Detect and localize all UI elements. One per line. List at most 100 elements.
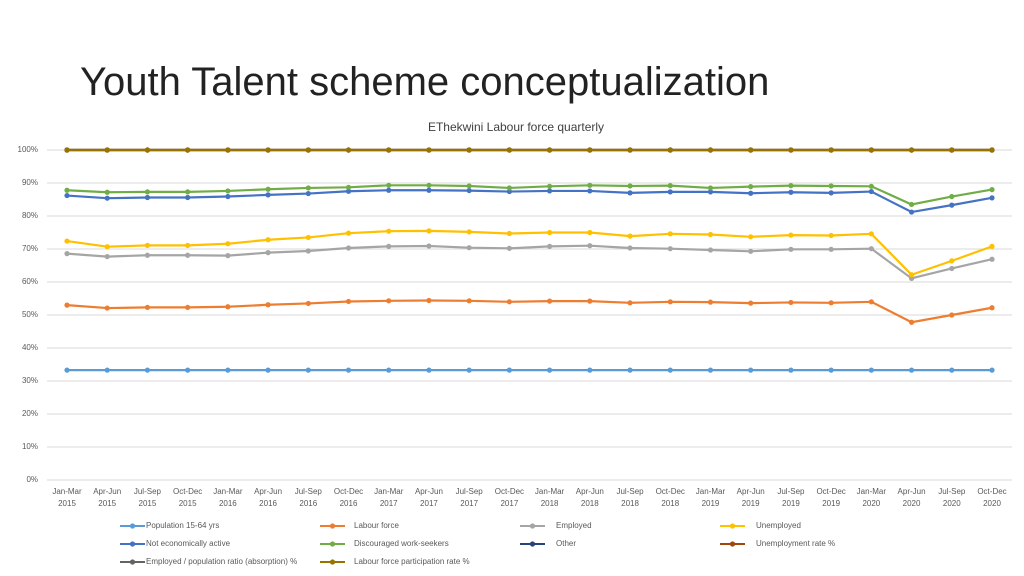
series-marker: [908, 275, 915, 281]
series-marker: [225, 241, 231, 247]
series-marker: [788, 232, 794, 238]
series-marker: [788, 246, 794, 252]
legend-label: Population 15-64 yrs: [146, 521, 219, 530]
series-marker: [265, 367, 271, 373]
series-marker: [185, 304, 191, 311]
x-tick-label: Oct-Dec 2019: [816, 487, 846, 508]
legend-marker: [129, 559, 136, 565]
series-marker: [949, 258, 955, 264]
x-tick-label: Apr-Jun 2020: [897, 487, 926, 508]
series-marker: [949, 193, 955, 200]
series-marker: [748, 300, 754, 306]
series-marker: [466, 183, 472, 189]
series-marker: [345, 188, 352, 194]
series-marker: [547, 147, 553, 153]
series-marker: [707, 189, 714, 195]
series-marker: [587, 188, 593, 194]
legend-label: Unemployed: [756, 521, 801, 530]
series-marker: [587, 229, 593, 236]
series-marker: [748, 367, 754, 373]
series-marker: [748, 190, 754, 196]
series-marker: [547, 367, 553, 373]
series-marker: [466, 147, 472, 153]
series-marker: [707, 367, 714, 373]
legend-label: Unemployment rate %: [756, 539, 835, 548]
series-marker: [386, 298, 392, 304]
series-marker: [587, 182, 593, 188]
x-tick-label: Jan-Mar 2016: [213, 487, 243, 508]
legend-marker: [329, 541, 336, 547]
series-marker: [587, 147, 593, 153]
series-marker: [547, 183, 553, 189]
series-marker: [667, 299, 673, 305]
series-marker: [828, 246, 834, 252]
series-marker: [426, 147, 432, 153]
x-tick-label: Jul-Sep 2018: [616, 487, 644, 508]
y-tick-label: 50%: [22, 310, 38, 319]
series-marker: [868, 147, 874, 153]
series-marker: [506, 245, 512, 251]
series-marker: [828, 232, 834, 239]
series-marker: [305, 234, 311, 241]
series-marker: [104, 189, 110, 195]
series-marker: [305, 147, 311, 153]
series-marker: [305, 300, 311, 307]
x-tick-label: Oct-Dec 2020: [977, 487, 1007, 508]
series-marker: [707, 299, 714, 305]
series-marker: [185, 147, 191, 153]
series-marker: [707, 247, 714, 253]
series-marker: [426, 243, 432, 249]
legend-marker: [329, 559, 336, 565]
series-marker: [466, 298, 472, 304]
series-marker: [667, 147, 673, 153]
series-marker: [908, 147, 915, 153]
series-marker: [989, 305, 995, 311]
series-marker: [828, 367, 834, 373]
series-marker: [144, 304, 151, 311]
series-marker: [144, 147, 151, 153]
series-marker: [627, 300, 633, 306]
series-marker: [185, 189, 191, 195]
x-tick-label: Oct-Dec 2015: [172, 487, 203, 508]
series-marker: [104, 253, 110, 260]
legend-marker: [129, 541, 136, 547]
series-marker: [104, 305, 110, 311]
series-marker: [506, 188, 512, 195]
series-marker: [225, 193, 231, 200]
series-marker: [587, 367, 593, 373]
series-marker: [225, 147, 231, 153]
legend-marker: [529, 523, 536, 529]
y-tick-label: 30%: [22, 376, 38, 385]
series-marker: [305, 185, 311, 191]
series-marker: [104, 147, 110, 153]
legend-label: Discouraged work-seekers: [354, 539, 449, 548]
series-marker: [667, 231, 673, 237]
series-marker: [949, 367, 955, 373]
series-marker: [908, 272, 915, 278]
series-marker: [345, 147, 352, 153]
x-tick-label: Apr-Jun 2018: [575, 487, 604, 508]
y-tick-label: 40%: [22, 343, 38, 352]
series-marker: [225, 253, 231, 259]
series-line: [66, 244, 993, 280]
series-marker: [225, 304, 231, 310]
series-marker: [64, 367, 70, 373]
series-marker: [989, 147, 995, 153]
x-tick-label: Jan-Mar 2017: [374, 487, 404, 508]
series-marker: [707, 185, 714, 191]
series-marker: [868, 188, 874, 195]
series-marker: [386, 367, 392, 373]
series-marker: [868, 246, 874, 252]
x-tick-label: Apr-Jun 2016: [254, 487, 283, 508]
series-marker: [748, 234, 754, 240]
series-marker: [265, 147, 271, 153]
series-marker: [908, 367, 915, 373]
x-tick-label: Oct-Dec 2017: [494, 487, 525, 508]
series-marker: [989, 367, 995, 373]
series-marker: [949, 202, 955, 208]
series-marker: [104, 367, 110, 373]
series-marker: [788, 189, 794, 195]
legend-label: Not economically active: [146, 539, 231, 548]
x-tick-label: Jul-Sep 2020: [938, 487, 966, 508]
series-marker: [748, 184, 754, 190]
